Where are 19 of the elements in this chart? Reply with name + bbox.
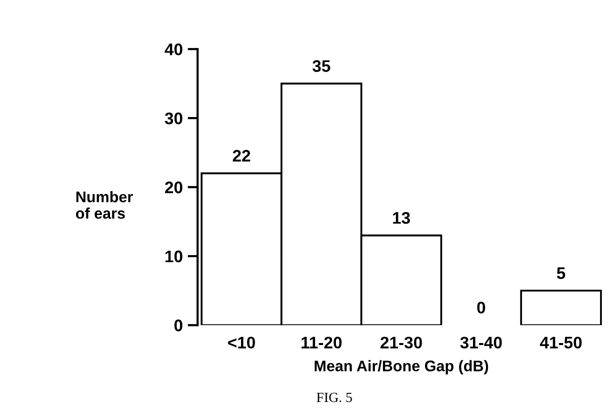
y-tick-label: 0 [174,320,182,332]
x-tick-label: 31-40 [460,336,502,349]
caption: FIG. 5 [316,392,352,402]
y-axis-title: Number of ears [76,191,133,219]
y-tick-label: 40 [164,43,182,56]
data-label: 35 [312,60,330,72]
x-axis-title: Mean Air/Bone Gap (dB) [314,360,488,374]
x-tick-label: 11-20 [302,336,342,349]
y-tick-label: 20 [165,182,182,194]
data-label: 22 [232,150,250,162]
x-tick-label: 21-30 [380,336,422,349]
y-tick-label: 10 [166,250,182,262]
y-tick-label: 30 [164,112,182,124]
data-label: 5 [556,267,566,280]
x-tick-label: 41-50 [540,336,582,349]
x-tick-label: <10 [228,336,255,349]
data-label: 0 [477,302,486,314]
bar [520,290,602,326]
data-label: 13 [393,212,410,224]
